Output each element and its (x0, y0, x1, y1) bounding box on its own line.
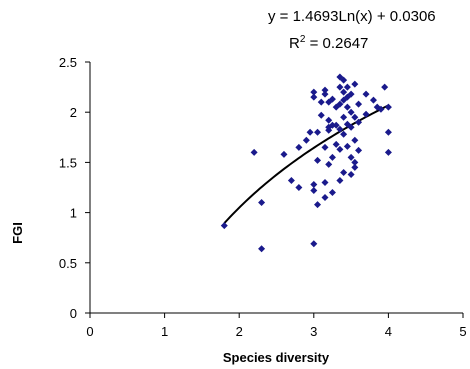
data-point (384, 128, 392, 136)
r-squared-exponent: 2 (299, 34, 306, 45)
data-point (314, 128, 322, 136)
data-point (325, 160, 333, 168)
data-point (340, 113, 348, 121)
data-point (351, 158, 359, 166)
data-point (340, 88, 348, 96)
y-tick-label: 2 (70, 105, 77, 120)
y-axis-label: FGI (10, 222, 25, 244)
ticks: 0 1 2 3 4 5 0 0.5 1 1.5 2 2.5 (59, 55, 467, 339)
data-point (355, 118, 363, 126)
data-point (343, 142, 351, 150)
data-point (351, 163, 359, 171)
data-point (377, 105, 385, 113)
data-point (336, 176, 344, 184)
data-point (321, 143, 329, 151)
data-point (347, 153, 355, 161)
x-axis-label: Species diversity (223, 350, 330, 365)
data-point (328, 189, 336, 197)
data-point (336, 145, 344, 153)
data-point (314, 201, 322, 209)
data-point (362, 110, 370, 118)
data-point (325, 126, 333, 134)
data-point (250, 148, 258, 156)
data-point (336, 100, 344, 108)
data-point (314, 156, 322, 164)
data-point (384, 148, 392, 156)
data-point (321, 86, 329, 94)
data-point (336, 125, 344, 133)
y-tick-label: 1 (70, 206, 77, 221)
data-point (347, 90, 355, 98)
data-point (258, 245, 266, 253)
data-point (355, 100, 363, 108)
y-tick-label: 0.5 (59, 256, 77, 271)
data-point (325, 116, 333, 124)
y-tick-label: 0 (70, 306, 77, 321)
data-point (343, 83, 351, 91)
y-tick-label: 2.5 (59, 55, 77, 70)
data-points (220, 73, 392, 253)
data-point (310, 187, 318, 195)
data-point (340, 130, 348, 138)
data-point (328, 153, 336, 161)
data-point (328, 121, 336, 129)
data-point (306, 128, 314, 136)
trendline-equation: y = 1.4693Ln(x) + 0.0306 (268, 8, 436, 25)
x-tick-label: 4 (385, 324, 392, 339)
data-point (310, 180, 318, 188)
y-tick-label: 1.5 (59, 155, 77, 170)
data-point (258, 199, 266, 207)
data-point (280, 150, 288, 158)
data-point (317, 111, 325, 119)
r-squared-value: = 0.2647 (305, 35, 369, 52)
axes (89, 62, 463, 314)
data-point (317, 98, 325, 106)
data-point (362, 90, 370, 98)
data-point (302, 136, 310, 144)
data-point (295, 143, 303, 151)
data-point (381, 83, 389, 91)
r-squared-symbol: R (289, 35, 300, 52)
data-point (369, 96, 377, 104)
data-point (351, 136, 359, 144)
data-point (328, 95, 336, 103)
trendline (223, 104, 389, 224)
data-point (310, 93, 318, 101)
trendline-group (223, 104, 389, 224)
x-tick-label: 3 (310, 324, 317, 339)
data-point (321, 178, 329, 186)
data-point (321, 90, 329, 98)
x-tick-label: 1 (161, 324, 168, 339)
data-point (340, 168, 348, 176)
data-point (340, 76, 348, 84)
data-point (343, 103, 351, 111)
data-point (287, 176, 295, 184)
data-point (310, 240, 318, 248)
r-squared-label: R2 = 0.2647 (289, 34, 368, 52)
data-point (351, 80, 359, 88)
data-point (310, 88, 318, 96)
x-tick-label: 0 (86, 324, 93, 339)
data-point (295, 184, 303, 191)
data-point (321, 194, 329, 202)
x-tick-label: 2 (236, 324, 243, 339)
data-point (336, 83, 344, 91)
data-point (351, 113, 359, 121)
data-point (384, 103, 392, 111)
data-point (347, 108, 355, 116)
data-point (347, 170, 355, 178)
data-point (347, 123, 355, 131)
data-point (332, 140, 340, 148)
data-point (332, 121, 340, 129)
x-tick-label: 5 (459, 324, 466, 339)
data-point (220, 222, 228, 230)
data-point (355, 146, 363, 154)
